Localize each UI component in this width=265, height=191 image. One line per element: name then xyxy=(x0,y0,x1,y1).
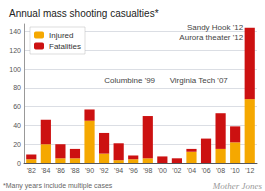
svg-text:Virginia Tech '07: Virginia Tech '07 xyxy=(170,76,229,85)
svg-text:'90: '90 xyxy=(85,167,94,174)
svg-text:Annual mass shooting casualtie: Annual mass shooting casualties* xyxy=(9,8,159,19)
svg-text:'00: '00 xyxy=(158,167,167,174)
svg-text:'10: '10 xyxy=(231,167,240,174)
svg-text:Sandy Hook '12: Sandy Hook '12 xyxy=(187,23,244,32)
svg-text:Injured: Injured xyxy=(49,31,73,40)
svg-text:'92: '92 xyxy=(100,167,109,174)
svg-text:'98: '98 xyxy=(143,167,152,174)
svg-text:*Many years include multiple c: *Many years include multiple cases xyxy=(3,182,113,190)
svg-text:Columbine '99: Columbine '99 xyxy=(104,76,155,85)
svg-text:'06: '06 xyxy=(201,167,210,174)
svg-text:Mother Jones: Mother Jones xyxy=(212,181,263,191)
svg-text:'02: '02 xyxy=(172,167,181,174)
svg-text:80: 80 xyxy=(13,84,21,91)
svg-text:0: 0 xyxy=(17,160,21,167)
svg-text:'04: '04 xyxy=(187,167,196,174)
svg-text:'96: '96 xyxy=(129,167,138,174)
svg-text:20: 20 xyxy=(13,141,21,148)
svg-text:Aurora theater '12: Aurora theater '12 xyxy=(179,33,243,42)
svg-text:60: 60 xyxy=(13,103,21,110)
svg-text:'12: '12 xyxy=(245,167,254,174)
svg-text:'94: '94 xyxy=(114,167,123,174)
svg-text:'08: '08 xyxy=(216,167,225,174)
svg-text:120: 120 xyxy=(9,47,21,54)
svg-text:40: 40 xyxy=(13,122,21,129)
svg-text:'88: '88 xyxy=(70,167,79,174)
svg-text:'82: '82 xyxy=(27,167,36,174)
svg-text:'86: '86 xyxy=(56,167,65,174)
svg-text:Fatalities: Fatalities xyxy=(49,42,81,51)
svg-text:'84: '84 xyxy=(41,167,50,174)
svg-text:100: 100 xyxy=(9,66,21,73)
svg-text:140: 140 xyxy=(9,28,21,35)
